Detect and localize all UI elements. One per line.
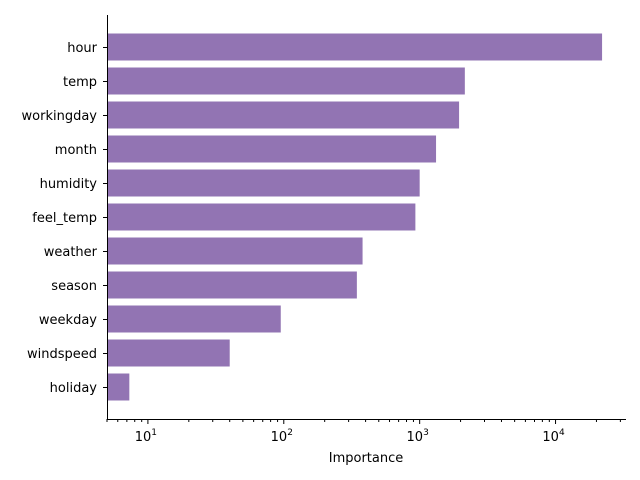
x-tick-label: 102 (271, 428, 293, 445)
category-label-season: season (51, 279, 97, 294)
category-label-month: month (55, 143, 97, 158)
x-tick-exponent: 2 (287, 428, 293, 438)
x-tick-base: 10 (542, 430, 559, 445)
category-label-windspeed: windspeed (27, 347, 97, 362)
category-label-weather: weather (44, 245, 98, 260)
x-tick-exponent: 3 (423, 428, 429, 438)
x-tick-exponent: 1 (151, 428, 157, 438)
category-label-hour: hour (67, 41, 97, 56)
bar-month (107, 135, 437, 163)
x-tick-label: 101 (135, 428, 157, 445)
x-tick-label: 104 (542, 428, 565, 445)
bar-windspeed (107, 339, 230, 367)
category-label-workingday: workingday (22, 109, 98, 124)
bar-feel_temp (107, 203, 416, 231)
category-label-holiday: holiday (50, 381, 98, 396)
bar-group (107, 33, 603, 401)
x-tick-base: 10 (271, 430, 288, 445)
bar-hour (107, 33, 603, 61)
category-label-feel_temp: feel_temp (32, 211, 97, 226)
category-labels: hour temp workingday month humidity feel_temp… (22, 41, 107, 396)
bar-humidity (107, 169, 420, 197)
category-label-weekday: weekday (39, 313, 97, 328)
x-axis-label: Importance (329, 451, 404, 466)
x-tick-exponent: 4 (559, 428, 565, 438)
x-tick-base: 10 (135, 430, 152, 445)
category-label-temp: temp (63, 75, 97, 90)
x-tick-label: 103 (407, 428, 429, 445)
bar-temp (107, 67, 465, 95)
bar-weather (107, 237, 363, 265)
x-axis-ticks: 101 102 103 104 (106, 419, 621, 445)
bar-weekday (107, 305, 281, 333)
bar-season (107, 271, 357, 299)
bar-holiday (107, 373, 130, 401)
bar-workingday (107, 101, 460, 129)
category-label-humidity: humidity (40, 177, 98, 192)
x-tick-base: 10 (407, 430, 424, 445)
